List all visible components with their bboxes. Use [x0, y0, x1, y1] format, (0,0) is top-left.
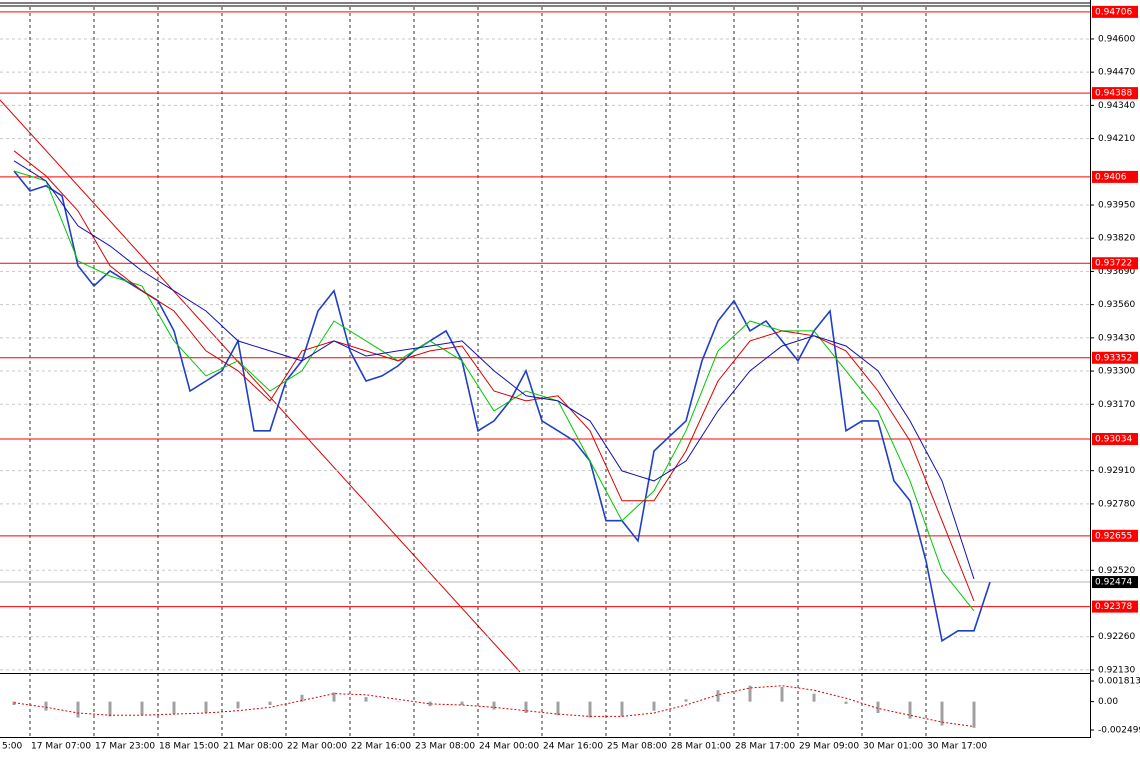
y-tick-label: 0.94340: [1098, 101, 1135, 111]
histogram-bar: [940, 701, 944, 726]
level-box: [1092, 433, 1138, 446]
level-label: 0.94388: [1095, 89, 1132, 99]
histogram-bar: [684, 699, 688, 702]
trend-line: [0, 99, 521, 673]
level-label: 0.93352: [1095, 353, 1132, 363]
level-box: [1092, 351, 1138, 364]
level-label: 0.93722: [1095, 259, 1132, 269]
current-price-label: 0.92474: [1095, 578, 1132, 588]
y-tick-label: 0.92910: [1098, 466, 1135, 476]
y-tick-label: 0.93690: [1098, 267, 1135, 277]
histogram-bar: [524, 701, 528, 713]
histogram-bar: [652, 701, 656, 711]
x-tick-label: 23 Mar 08:00: [415, 742, 475, 752]
y-tick-label: 0.93560: [1098, 300, 1135, 310]
x-tick-label: 30 Mar 17:00: [927, 742, 987, 752]
x-tick-label: 30 Mar 01:00: [863, 742, 923, 752]
y-tick-label: 0.001813: [1098, 677, 1140, 687]
x-tick-label: 25 Mar 08:00: [607, 742, 667, 752]
y-tick-label: 0.92520: [1098, 566, 1135, 576]
current-price-box: [1092, 576, 1138, 589]
histogram-bar: [908, 701, 912, 719]
histogram-bar: [204, 701, 208, 713]
level-box: [1092, 257, 1138, 270]
y-tick-label: 0.93950: [1098, 201, 1135, 211]
y-tick-label: 0.93430: [1098, 333, 1135, 343]
histogram-bar: [876, 701, 880, 713]
level-box: [1092, 600, 1138, 613]
histogram-bar: [396, 701, 400, 703]
level-label: 0.92655: [1095, 531, 1132, 541]
level-label: 0.94706: [1095, 7, 1132, 17]
histogram-bar: [460, 701, 464, 706]
histogram-bar: [12, 701, 16, 706]
price-line: [13, 170, 975, 612]
histogram-bar: [620, 701, 624, 717]
x-tick-label: 21 Mar 08:00: [223, 742, 283, 752]
x-tick-label: 28 Mar 17:00: [735, 742, 795, 752]
histogram-bar: [364, 697, 368, 702]
x-tick-label: 24 Mar 16:00: [543, 742, 603, 752]
level-label: 0.93034: [1095, 435, 1132, 445]
histogram-bar: [172, 701, 176, 715]
y-tick-label: 0.93170: [1098, 400, 1135, 410]
y-tick-label: 0.92260: [1098, 632, 1135, 642]
histogram-bar: [556, 701, 560, 716]
histogram-bar: [108, 701, 112, 717]
histogram-bar: [428, 701, 432, 707]
y-tick-label: 0.92780: [1098, 499, 1135, 509]
x-tick-label: 17 Mar 07:00: [31, 742, 91, 752]
x-tick-label: 22 Mar 00:00: [287, 742, 347, 752]
x-tick-label: 5:00: [2, 742, 22, 752]
histogram-bar: [812, 693, 816, 702]
x-tick-label: 28 Mar 01:00: [671, 742, 731, 752]
signal-line: [13, 685, 975, 728]
price-line: [13, 170, 991, 643]
histogram-bar: [748, 685, 752, 702]
histogram-bar: [492, 701, 496, 710]
histogram-bar: [780, 686, 784, 702]
x-tick-label: 22 Mar 16:00: [351, 742, 411, 752]
x-tick-label: 17 Mar 23:00: [95, 742, 155, 752]
histogram-bar: [76, 701, 80, 718]
level-box: [1092, 170, 1138, 183]
y-tick-label: 0.93820: [1098, 234, 1135, 244]
level-box: [1092, 87, 1138, 100]
y-tick-label: 0.92130: [1098, 665, 1135, 675]
level-box: [1092, 529, 1138, 542]
y-tick-label: 0.94600: [1098, 34, 1135, 44]
level-label: 0.92378: [1095, 602, 1132, 612]
histogram-bar: [300, 694, 304, 702]
histogram-bar: [268, 701, 272, 706]
y-tick-label: 0.94470: [1098, 68, 1135, 78]
y-tick-label: 0.00: [1098, 697, 1118, 707]
histogram-bar: [44, 701, 48, 711]
histogram-bar: [844, 701, 848, 704]
x-tick-label: 24 Mar 00:00: [479, 742, 539, 752]
price-line: [13, 160, 975, 580]
histogram-bar: [332, 692, 336, 702]
y-tick-label: 0.93300: [1098, 367, 1135, 377]
histogram-bar: [972, 701, 976, 728]
x-tick-label: 29 Mar 09:00: [799, 742, 859, 752]
histogram-bar: [716, 690, 720, 702]
level-label: 0.9406: [1095, 172, 1127, 182]
histogram-bar: [140, 701, 144, 716]
histogram-bar: [236, 701, 240, 709]
y-tick-label: -0.002499: [1098, 726, 1140, 736]
x-tick-label: 18 Mar 15:00: [159, 742, 219, 752]
histogram-bar: [588, 701, 592, 718]
level-box: [1092, 5, 1138, 18]
y-tick-label: 0.94210: [1098, 134, 1135, 144]
